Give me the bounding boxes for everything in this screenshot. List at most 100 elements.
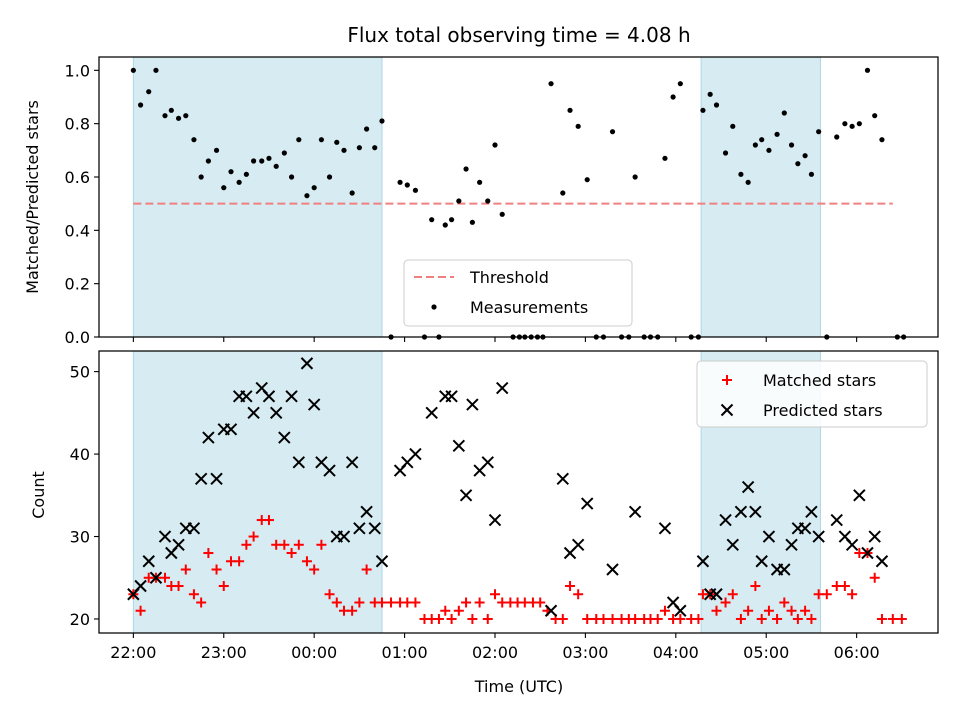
- predicted-point-b: [262, 390, 276, 403]
- x-tick-label: 23:00: [201, 643, 247, 662]
- top-y-tick-label: 0.0: [65, 328, 90, 347]
- measurement-point: [442, 222, 448, 228]
- matched-point: [347, 605, 358, 616]
- chart-title: Flux total observing time = 4.08 h: [347, 23, 690, 47]
- predicted-point-b: [409, 447, 422, 461]
- predicted-point-b: [838, 530, 852, 543]
- measurement-point: [632, 174, 638, 180]
- measurement-point: [816, 129, 822, 135]
- predicted-point-b: [345, 456, 359, 469]
- predicted-point-b: [812, 530, 825, 543]
- predicted-point: [466, 398, 479, 411]
- predicted-point: [300, 357, 314, 370]
- predicted-point: [812, 530, 825, 543]
- predicted-point-b: [556, 472, 570, 486]
- predicted-point-b: [778, 563, 791, 576]
- measurement-point: [334, 139, 340, 145]
- predicted-point: [581, 497, 594, 510]
- legend-matched-swatch: [722, 375, 732, 385]
- top-y-tick-label: 1.0: [65, 61, 90, 80]
- matched-point: [839, 581, 850, 591]
- measurement-point: [700, 107, 706, 113]
- predicted-point-b: [158, 530, 172, 543]
- predicted-point-b: [798, 522, 812, 535]
- bottom-panel: 22:00 23:00 00:00 01:00 02:00 03:00 04:00 05:00…: [70, 350, 939, 662]
- x-tick-label: 05:00: [743, 643, 789, 662]
- predicted-point: [571, 538, 585, 551]
- matched-point: [535, 597, 546, 608]
- predicted-point-b: [658, 522, 672, 535]
- x-tick-label: 02:00: [472, 643, 518, 662]
- predicted-point: [285, 390, 298, 403]
- x-tick-label: 06:00: [834, 643, 880, 662]
- predicted-point-b: [194, 472, 208, 486]
- predicted-point-b: [149, 571, 163, 584]
- predicted-point-b: [240, 390, 253, 403]
- matched-point: [598, 613, 609, 624]
- predicted-point: [741, 480, 755, 494]
- measurement-point: [213, 147, 220, 153]
- predicted-point: [240, 390, 253, 403]
- matched-point: [446, 613, 457, 624]
- top-plot-frame: [98, 56, 939, 338]
- measurement-point: [221, 185, 227, 191]
- predicted-point: [134, 579, 147, 593]
- predicted-point-b: [142, 555, 155, 568]
- measurement-point: [856, 121, 862, 127]
- predicted-point: [224, 423, 238, 436]
- matched-point: [869, 572, 880, 583]
- predicted-point-b: [719, 513, 732, 527]
- measurement-point: [774, 131, 780, 137]
- measurement-point: [288, 174, 295, 180]
- measurement-point: [670, 94, 676, 100]
- predicted-point-b: [845, 538, 859, 551]
- matched-point: [331, 597, 342, 608]
- predicted-point-b: [187, 522, 201, 535]
- predicted-point: [345, 456, 359, 469]
- predicted-point-b: [353, 522, 366, 535]
- measurement-point: [404, 182, 410, 188]
- measurement-point: [205, 158, 211, 164]
- measurement-point: [397, 179, 403, 185]
- top-shaded-interval: [700, 56, 821, 338]
- matched-point: [847, 589, 858, 600]
- matched-point: [410, 597, 421, 608]
- measurement-point: [183, 113, 189, 119]
- predicted-point: [785, 538, 798, 551]
- predicted-point-b: [292, 456, 306, 469]
- x-tick-label: 01:00: [382, 643, 428, 662]
- matched-point: [750, 581, 761, 591]
- matched-point: [286, 548, 297, 559]
- x-tick-label: 00:00: [291, 643, 337, 662]
- measurement-point: [326, 174, 333, 180]
- matched-point: [876, 613, 887, 624]
- predicted-point-b: [278, 431, 291, 444]
- measurement-point: [802, 153, 808, 159]
- predicted-point: [158, 530, 172, 543]
- measurement-point: [567, 107, 573, 113]
- measurement-point: [318, 137, 325, 143]
- predicted-point-b: [853, 489, 866, 502]
- predicted-point-b: [488, 513, 502, 527]
- predicted-point: [368, 522, 381, 535]
- predicted-point-b: [224, 423, 238, 436]
- predicted-point: [488, 513, 502, 527]
- matched-point: [800, 605, 811, 616]
- bottom-y-tick-label: 30: [70, 528, 90, 547]
- predicted-point: [606, 563, 619, 576]
- matched-point: [180, 564, 191, 575]
- measurement-point: [341, 147, 347, 153]
- predicted-point: [202, 431, 215, 444]
- predicted-point: [755, 555, 768, 568]
- measurement-point: [349, 190, 355, 196]
- matched-point: [474, 597, 485, 608]
- measurement-point: [364, 126, 370, 132]
- measurement-point: [834, 134, 840, 140]
- measurement-point: [738, 171, 744, 177]
- measurement-point: [296, 137, 302, 143]
- legend-measurements-label: Measurements: [470, 298, 588, 317]
- measurement-point: [795, 161, 801, 167]
- predicted-point: [262, 390, 276, 403]
- predicted-point-b: [481, 456, 494, 469]
- predicted-point-b: [762, 530, 776, 543]
